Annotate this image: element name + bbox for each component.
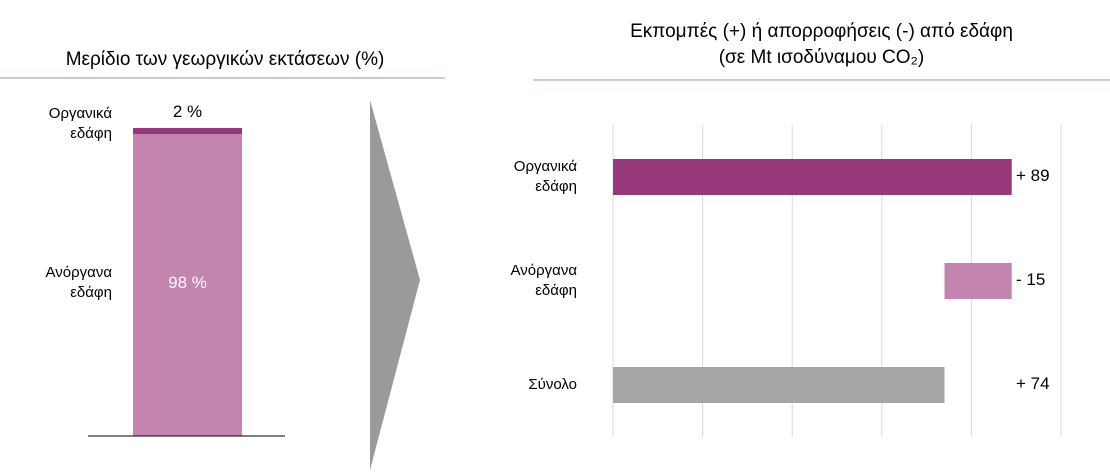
arrow [370,100,420,470]
chart-title: Εκπομπές (+) ή απορροφήσεις (-) από εδάφ… [630,21,1013,42]
category-label: Ανόργανα εδάφη [510,262,577,299]
data-label: 2 % [172,102,203,121]
data-label: + 74 [1016,374,1050,393]
legend-label: Ανόργανα εδάφη [45,264,112,302]
chart-title: Μερίδιο των γεωργικών εκτάσεων (%) [65,49,385,70]
bar-segment [133,128,242,135]
category-label: Σύνολο [528,376,577,393]
bar [613,367,945,403]
data-label: 98 % [168,273,207,293]
category-label: Οργανικά εδάφη [513,158,577,195]
bar-segment [133,134,242,436]
data-label: - 15 [1016,270,1046,289]
bar [613,159,1012,195]
legend-label: Οργανικά εδάφη [48,105,112,142]
chart-subtitle: (σε Mt ισοδύναμου CO₂) [718,47,925,68]
bar [944,263,1012,299]
data-label: + 89 [1016,166,1050,185]
